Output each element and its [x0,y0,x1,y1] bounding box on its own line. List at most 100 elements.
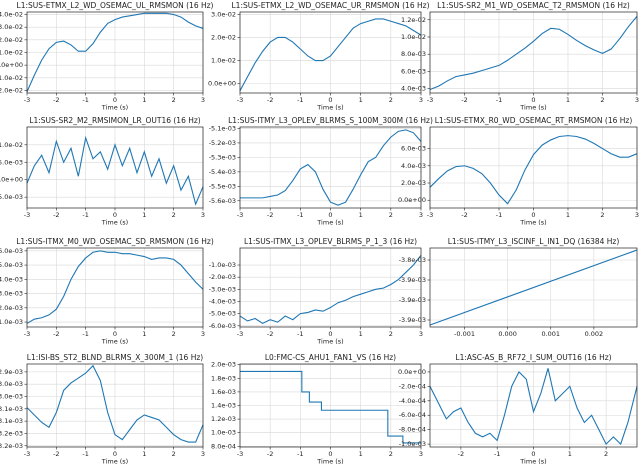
x-tick-label: 0.002 [585,330,604,338]
chart-title: L1:SUS-SR2_M2_RMSIMON_LR_OUT16 (16 Hz) [29,116,201,125]
y-tick-label: -4.0e-04 [399,397,426,405]
x-tick-label: -2 [267,450,273,458]
y-tick-label: 2.0e-03 [0,304,23,312]
y-tick-label: 0.0e+00 [398,196,426,204]
x-tick-label: -3 [24,96,30,104]
x-tick-label: -2 [461,211,467,219]
x-tick-label: 3 [201,96,205,104]
x-tick-label: -1 [297,450,303,458]
x-tick-label: 0 [531,96,535,104]
chart-title: L1:SUS-ETMX_L2_WD_OSEMAC_UL_RMSMON (16 H… [17,1,214,10]
chart-title: L1:SUS-ITMY_L3_ISCINF_L_IN1_DQ (16384 Hz… [448,237,620,246]
x-tick-label: 3 [201,450,205,458]
y-tick-label: 0.0e+00 [208,80,236,88]
y-tick-label: -3.1e-03 [0,405,23,413]
x-tick-label: 1 [359,330,363,338]
y-tick-label: 5.0e-03 [0,158,23,166]
y-tick-label: 1.0e-03 [211,429,236,437]
plot-frame [429,11,638,94]
x-axis-label: Time (s) [316,458,343,465]
x-tick-label: 1 [142,330,146,338]
series-line [429,368,638,446]
x-tick-label: 2 [389,211,393,219]
y-tick-label: 0.0e+00 [0,61,23,69]
x-tick-label: -3 [427,96,433,104]
y-tick-label: 0.0e+00 [0,176,23,184]
chart-title: L1:SUS-ITMY_L3_OPLEV_BLRMS_S_100M_300M (… [228,116,433,125]
chart-title: L1:ASC-AS_B_RF72_I_SUM_OUT16 (16 Hz) [455,353,611,362]
x-tick-label: 0.000 [498,330,517,338]
y-tick-label: 3.0e-02 [211,10,236,18]
x-tick-label: 1 [142,96,146,104]
x-tick-label: -1 [496,211,502,219]
x-tick-label: 0 [328,96,332,104]
y-tick-label: 4.0e-03 [401,162,426,170]
x-tick-label: -2 [53,211,59,219]
y-tick-label: 1.0e-02 [0,49,23,57]
series-line [240,129,422,206]
y-tick-label: 2.0e-03 [211,361,236,369]
series-line [429,15,638,91]
plot-frame [26,363,204,448]
x-tick-label: -2 [53,96,59,104]
x-tick-label: 1 [566,211,570,219]
x-tick-label: -2 [267,211,273,219]
x-tick-label: -2 [267,330,273,338]
x-tick-label: -1 [297,211,303,219]
x-tick-label: 2 [389,96,393,104]
plot-frame [239,247,422,328]
y-tick-label: 2.0e-03 [401,179,426,187]
y-tick-label: -1.0e-03 [399,440,426,448]
x-tick-label: 2 [600,96,604,104]
y-tick-label: 6.0e-03 [401,145,426,153]
x-tick-label: 1 [142,211,146,219]
x-tick-label: 0 [531,450,535,458]
series-line [239,18,422,91]
x-tick-label: 2 [389,450,393,458]
y-tick-label: 2.0e-02 [211,33,236,41]
chart-title: L1:SUS-ITMX_M0_WD_OSEMAC_SD_RMSMON (16 H… [16,237,214,246]
y-tick-label: -6.0e-04 [399,411,426,419]
x-tick-label: 0 [113,450,117,458]
y-tick-label: -2.0e-02 [0,86,23,94]
x-axis-label: Time (s) [316,338,343,346]
x-tick-label: -2 [53,450,59,458]
x-tick-label: 0 [113,211,117,219]
x-axis-label: Time (s) [519,219,546,227]
y-tick-label: -3.9e-03 [399,296,426,304]
x-tick-label: 3 [635,96,639,104]
x-tick-label: 3 [635,211,639,219]
y-tick-label: 4.0e-03 [0,275,23,283]
x-tick-label: -1 [82,330,88,338]
x-tick-label: 3 [419,330,423,338]
chart-title: L0:FMC-CS_AHU1_FAN1_VS (16 Hz) [265,353,396,362]
chart-title: L1:SUS-ETMX_L2_WD_OSEMAC_UR_RMSMON (16 H… [232,1,430,10]
x-tick-label: 2 [172,96,176,104]
x-tick-label: -1 [297,96,303,104]
x-tick-label: 3 [419,96,423,104]
y-tick-label: 1.8e-03 [211,374,236,382]
y-tick-label: 1.0e-02 [401,33,426,41]
x-axis-label: Time (s) [101,219,128,227]
x-axis-label: Time (s) [316,104,343,112]
x-tick-label: 0 [328,450,332,458]
y-tick-label: -5.6e-03 [209,197,236,205]
x-tick-label: -3 [237,330,243,338]
x-axis-label: Time (s) [101,458,128,465]
y-tick-label: 1.6e-03 [211,388,236,396]
y-tick-label: 8.0e-03 [401,50,426,58]
x-tick-label: -3 [24,211,30,219]
x-tick-label: -3 [24,330,30,338]
series-line [240,370,421,444]
y-tick-label: 2.0e-02 [0,36,23,44]
plot-frame [429,247,638,328]
chart-title: L1:ISI-BS_ST2_BLND_BLRMS_X_300M_1 (16 Hz… [27,353,203,362]
y-tick-label: 8.0e-04 [211,442,236,450]
y-tick-label: -1.0e-02 [0,74,23,82]
x-tick-label: 0 [113,330,117,338]
y-tick-label: -3.1e-03 [0,417,23,425]
y-tick-label: -1.0e-03 [209,261,236,269]
x-tick-label: -2 [458,450,464,458]
x-tick-label: 0 [531,211,535,219]
